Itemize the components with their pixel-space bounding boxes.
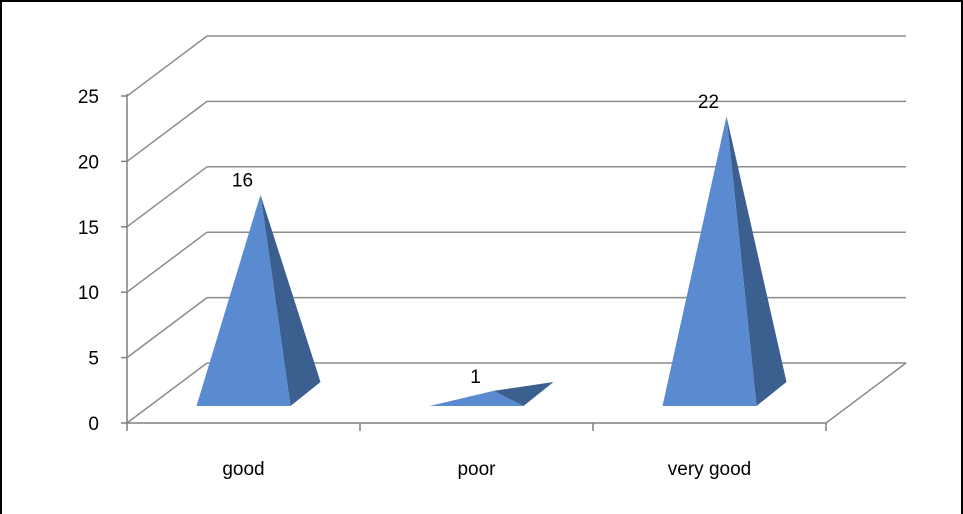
data-labels: 16 1 22 [232, 92, 719, 388]
data-label: 16 [232, 171, 253, 192]
y-tick-label: 20 [78, 152, 99, 173]
gridline-side-5 [126, 297, 208, 359]
data-label: 1 [470, 367, 481, 388]
gridline-side-20 [126, 100, 208, 162]
pyramid-front-face [662, 116, 757, 407]
pyramid-side-face [726, 116, 787, 407]
pyramid-front-face [196, 194, 291, 406]
x-category-label: poor [457, 459, 496, 480]
pyramid-series [196, 116, 787, 407]
pyramid-very-good [662, 116, 787, 407]
gridline-side-10 [126, 231, 208, 293]
y-tick-label: 0 [88, 414, 99, 435]
pyramid-good [196, 194, 321, 406]
data-label: 22 [698, 92, 719, 113]
y-tick-label: 5 [88, 349, 99, 370]
pyramid-side-face [260, 194, 321, 406]
x-category-label: very good [668, 459, 751, 480]
gridline-side-15 [126, 166, 208, 228]
grid-layer [126, 35, 907, 424]
x-axis-category-labels: good poor very good [222, 459, 751, 480]
y-tick-label: 15 [78, 218, 99, 239]
axis-layer [121, 94, 827, 431]
floor-left-edge [126, 362, 208, 424]
pyramid-side-face [493, 382, 554, 406]
y-axis-tick-labels: 0 5 10 15 20 25 [78, 87, 99, 435]
pyramid-poor [429, 382, 554, 406]
gridline-side-25 [126, 35, 208, 97]
pyramid-front-face [429, 390, 524, 406]
y-tick-label: 25 [78, 87, 99, 108]
x-category-label: good [222, 459, 264, 480]
floor-right-edge [825, 362, 907, 424]
y-tick-label: 10 [78, 283, 99, 304]
